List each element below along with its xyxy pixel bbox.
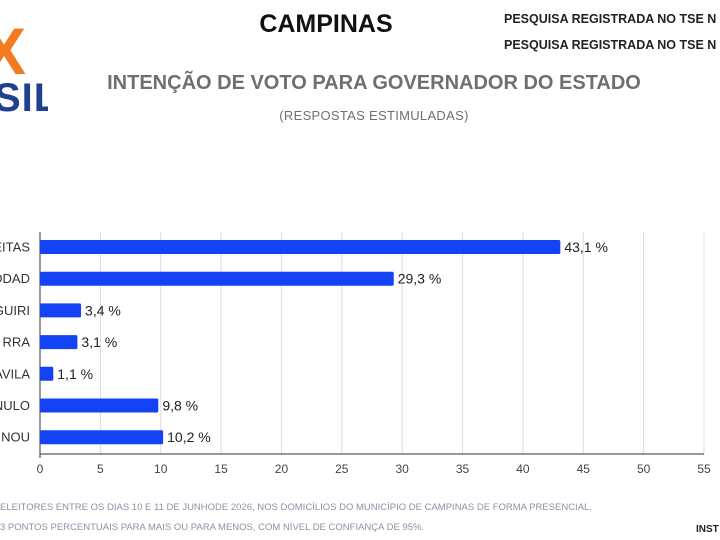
bar-3 <box>40 335 78 350</box>
bar-5 <box>40 398 159 413</box>
margin-of-error-note: 3 PONTOS PERCENTUAIS PARA MAIS OU PARA M… <box>0 522 425 533</box>
category-label-3: RRA <box>3 335 31 350</box>
tse-registration-1: PESQUISA REGISTRADA NO TSE N <box>504 12 717 26</box>
x-tick-label-0: 0 <box>37 462 44 476</box>
logo-letter: X <box>0 18 27 88</box>
category-label-6: PINOU <box>0 430 30 445</box>
bar-0 <box>40 240 561 254</box>
x-tick-label-11: 55 <box>697 462 711 476</box>
value-label-3: 3,1 % <box>81 334 117 350</box>
value-label-5: 9,8 % <box>162 398 198 414</box>
city-title: CAMPINAS <box>259 10 393 38</box>
category-label-5: NULO <box>0 398 30 413</box>
category-label-0: EITAS <box>0 240 30 255</box>
x-tick-label-1: 5 <box>97 462 104 476</box>
x-tick-label-2: 10 <box>154 462 168 476</box>
category-label-2: GUIRI <box>0 303 30 318</box>
x-tick-label-7: 35 <box>456 462 470 476</box>
logo-subtext: SIL <box>0 76 48 118</box>
category-label-4: AVILA <box>0 366 30 381</box>
value-label-6: 10,2 % <box>167 429 211 445</box>
value-label-4: 1,1 % <box>57 366 93 382</box>
bar-2 <box>40 303 82 318</box>
methodology-note: ELEITORES ENTRE OS DIAS 10 E 11 DE JUNHO… <box>0 502 592 513</box>
x-tick-label-5: 25 <box>335 462 349 476</box>
x-tick-label-10: 50 <box>637 462 651 476</box>
chart-title: INTENÇÃO DE VOTO PARA GOVERNADOR DO ESTA… <box>107 72 641 94</box>
x-tick-label-8: 40 <box>516 462 530 476</box>
x-tick-label-4: 20 <box>275 462 289 476</box>
institute-logo: X SIL <box>0 18 48 118</box>
bar-chart: 0 5 10 15 20 25 30 35 40 45 50 55 EITAS 43,1 % DDAD 29,… <box>0 232 711 476</box>
value-label-2: 3,4 % <box>85 302 121 318</box>
bar-6 <box>40 430 164 445</box>
institute-label: INST <box>696 524 719 535</box>
value-label-0: 43,1 % <box>564 239 608 255</box>
bar-4 <box>40 366 54 381</box>
x-tick-label-3: 15 <box>214 462 228 476</box>
x-tick-label-6: 30 <box>396 462 410 476</box>
category-label-1: DDAD <box>0 271 30 286</box>
value-label-1: 29,3 % <box>398 271 442 287</box>
x-tick-label-9: 45 <box>577 462 591 476</box>
bar-1 <box>40 271 394 286</box>
tse-registration-2: PESQUISA REGISTRADA NO TSE N <box>504 38 717 52</box>
chart-subtitle: (RESPOSTAS ESTIMULADAS) <box>279 108 469 123</box>
